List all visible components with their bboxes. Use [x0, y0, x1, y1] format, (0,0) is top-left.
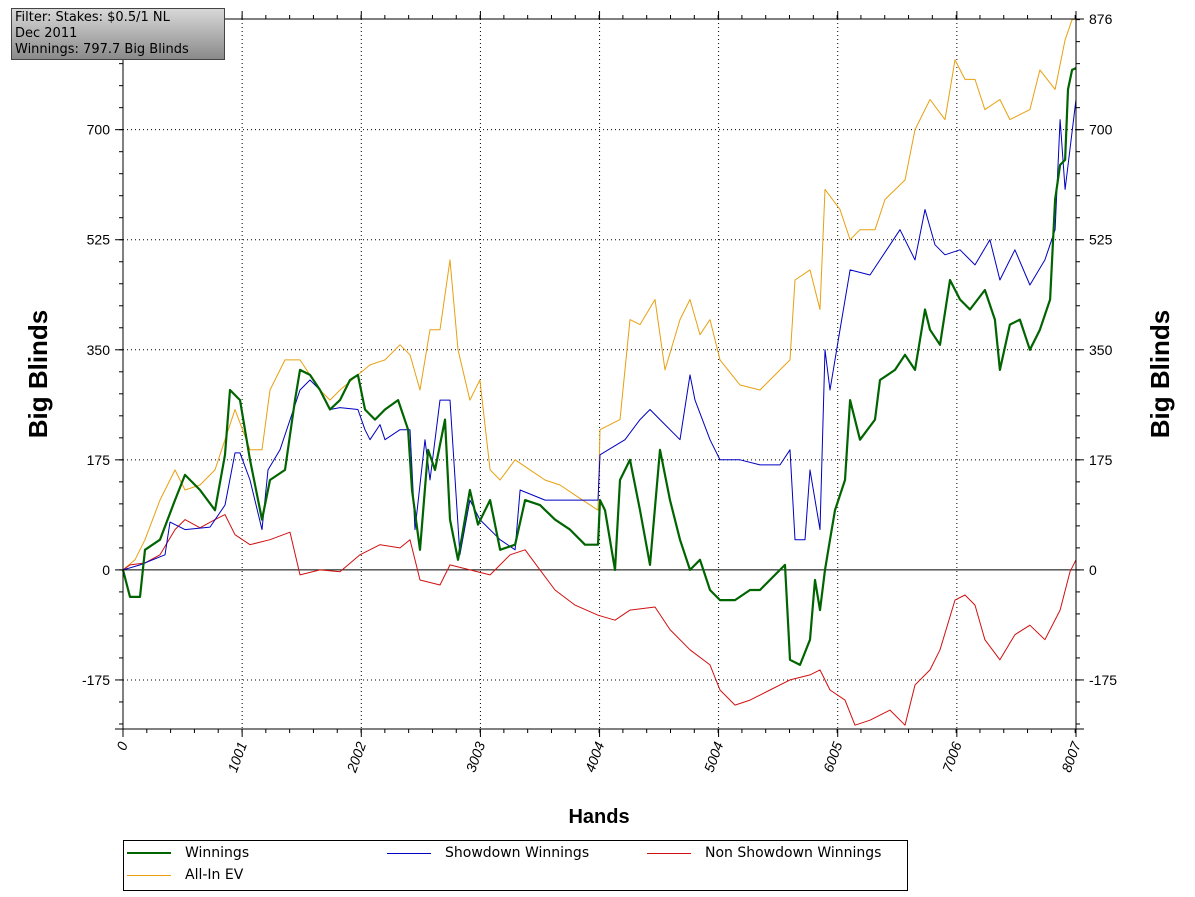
filter-stakes: Filter: Stakes: $0.5/1 NL — [15, 10, 170, 25]
x-tick-label: 2002 — [343, 739, 369, 775]
y-tick-label-left: 700 — [87, 122, 111, 138]
y-tick-label-left: 350 — [87, 342, 111, 358]
y-tick-label-left: 525 — [87, 232, 111, 248]
axes: -175 -175 0 0 175 175 350 350 525 525 700 700 876 0 10… — [82, 11, 1117, 775]
y-tick-label-left: 175 — [87, 452, 111, 468]
series-line-showdown-winnings — [122, 99, 1077, 571]
series-line-non-showdown-winnings — [122, 514, 1077, 726]
legend-swatch — [127, 874, 171, 876]
legend-item-showdown: Showdown Winnings — [387, 845, 589, 861]
x-tick-label: 8007 — [1058, 738, 1084, 774]
legend-swatch — [127, 852, 171, 854]
legend-label: Winnings — [185, 845, 250, 861]
x-tick-label: 7006 — [939, 739, 965, 774]
series-lines — [121, 18, 1077, 726]
x-axis-title: Hands — [568, 806, 629, 828]
chart-legend: Winnings Showdown Winnings Non Showdown … — [123, 840, 908, 891]
y-axis-title-right: Big Blinds — [1145, 310, 1175, 439]
y-axis-title-left: Big Blinds — [23, 310, 53, 439]
legend-item-winnings: Winnings — [127, 845, 249, 861]
x-tick-label: 5004 — [701, 739, 727, 774]
filter-info-box: Filter: Stakes: $0.5/1 NL Dec 2011 Winni… — [11, 8, 225, 60]
y-tick-label-right: 175 — [1089, 452, 1113, 468]
y-tick-label-left: 0 — [102, 562, 110, 578]
filter-winnings: Winnings: 797.7 Big Blinds — [15, 42, 189, 57]
x-tick-label: 6005 — [820, 739, 846, 774]
y-tick-label-left: -175 — [82, 672, 110, 688]
legend-swatch — [647, 852, 691, 854]
y-tick-label-right: -175 — [1089, 672, 1117, 688]
y-tick-label-right: 876 — [1089, 11, 1113, 27]
legend-swatch — [387, 852, 431, 854]
legend-label: Showdown Winnings — [445, 845, 590, 861]
x-tick-label: 0 — [113, 739, 131, 752]
legend-item-allin-ev: All-In EV — [127, 867, 243, 883]
y-tick-label-right: 350 — [1089, 342, 1113, 358]
x-tick-label: 3003 — [463, 739, 489, 774]
y-tick-label-right: 0 — [1089, 562, 1097, 578]
y-tick-label-right: 700 — [1089, 122, 1113, 138]
legend-item-non-showdown: Non Showdown Winnings — [647, 845, 881, 861]
series-line-all-in-ev — [122, 18, 1077, 571]
grid-lines — [123, 19, 1076, 729]
y-tick-label-right: 525 — [1089, 232, 1113, 248]
x-tick-label: 4004 — [582, 739, 608, 774]
filter-date: Dec 2011 — [15, 26, 78, 41]
series-line-winnings — [121, 67, 1077, 667]
x-tick-label: 1001 — [224, 740, 250, 775]
legend-label: Non Showdown Winnings — [705, 845, 882, 861]
legend-label: All-In EV — [185, 867, 244, 883]
